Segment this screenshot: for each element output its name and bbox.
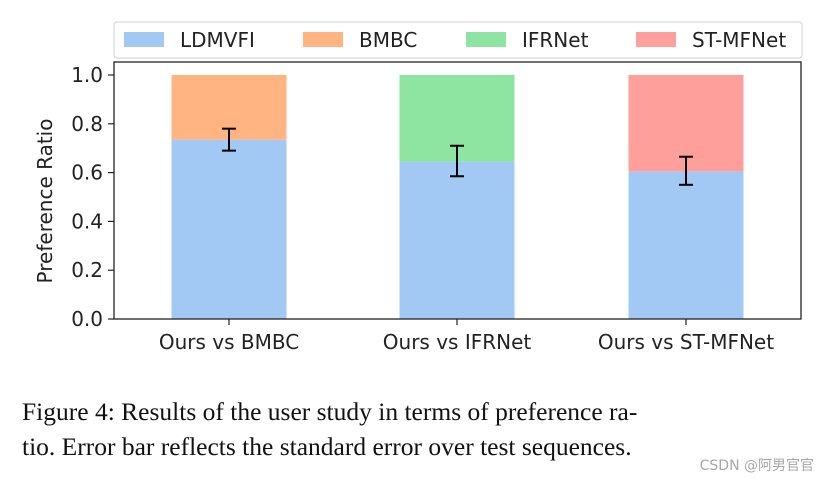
axes: Ours vs BMBC Ours vs IFRNet Ours vs ST-MFN… [71, 61, 802, 354]
bar-ldmvfi [171, 139, 287, 319]
y-tick-label: 1.0 [71, 63, 103, 87]
caption-line-1: Figure 4: Results of the user study in t… [22, 397, 638, 426]
legend-swatch [124, 32, 164, 47]
y-axis-label: Preference Ratio [33, 119, 57, 284]
figure-caption: Figure 4: Results of the user study in t… [22, 394, 822, 464]
y-tick-label: 0.2 [71, 258, 103, 282]
plot-frame [113, 61, 802, 320]
x-tick-label: Ours vs ST-MFNet [598, 330, 774, 354]
bar-ldmvfi [628, 171, 744, 319]
y-tick-label: 0.8 [71, 112, 103, 136]
legend: LDMVFI BMBC IFRNet ST-MFNet [113, 21, 803, 59]
y-tick-label: 0.4 [71, 209, 103, 233]
legend-swatch [466, 32, 506, 47]
caption-line-2: tio. Error bar reflects the standard err… [22, 432, 632, 461]
x-tick-label: Ours vs BMBC [159, 330, 299, 354]
x-tick-label: Ours vs IFRNet [383, 330, 532, 354]
watermark-text: CSDN @阿男官官 [699, 458, 814, 474]
legend-label: IFRNet [522, 28, 589, 52]
legend-label: LDMVFI [180, 28, 255, 52]
legend-swatch [303, 32, 343, 47]
stacked-bar-chart: Ours vs BMBC Ours vs IFRNet Ours vs ST-MFN… [33, 21, 803, 354]
y-tick-label: 0.6 [71, 161, 103, 185]
plot-area [171, 75, 744, 319]
y-tick-label: 0.0 [71, 307, 103, 331]
bar-st-mfnet [628, 75, 744, 172]
legend-swatch [636, 32, 676, 47]
bar-ldmvfi [399, 161, 515, 319]
legend-label: BMBC [359, 28, 417, 52]
legend-box [113, 21, 803, 59]
legend-label: ST-MFNet [692, 28, 786, 52]
